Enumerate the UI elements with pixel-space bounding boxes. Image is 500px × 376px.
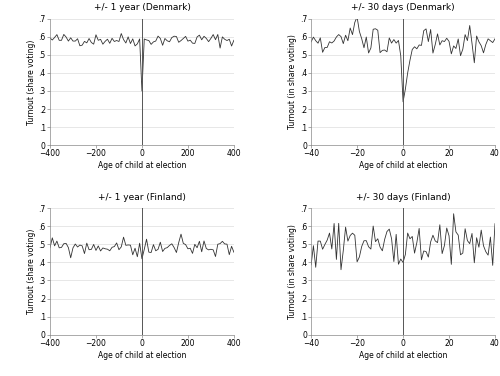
Y-axis label: Turnout (in share voting): Turnout (in share voting) (288, 224, 297, 319)
Y-axis label: Turnout (share voting): Turnout (share voting) (27, 39, 36, 125)
Y-axis label: Turnout (in share voting): Turnout (in share voting) (288, 35, 297, 129)
X-axis label: Age of child at election: Age of child at election (359, 161, 447, 170)
Title: +/- 1 year (Denmark): +/- 1 year (Denmark) (94, 3, 190, 12)
Title: +/- 30 days (Finland): +/- 30 days (Finland) (356, 193, 450, 202)
Title: +/- 1 year (Finland): +/- 1 year (Finland) (98, 193, 186, 202)
Title: +/- 30 days (Denmark): +/- 30 days (Denmark) (351, 3, 455, 12)
X-axis label: Age of child at election: Age of child at election (98, 350, 186, 359)
X-axis label: Age of child at election: Age of child at election (98, 161, 186, 170)
X-axis label: Age of child at election: Age of child at election (359, 350, 447, 359)
Y-axis label: Turnout (share voting): Turnout (share voting) (27, 229, 36, 314)
